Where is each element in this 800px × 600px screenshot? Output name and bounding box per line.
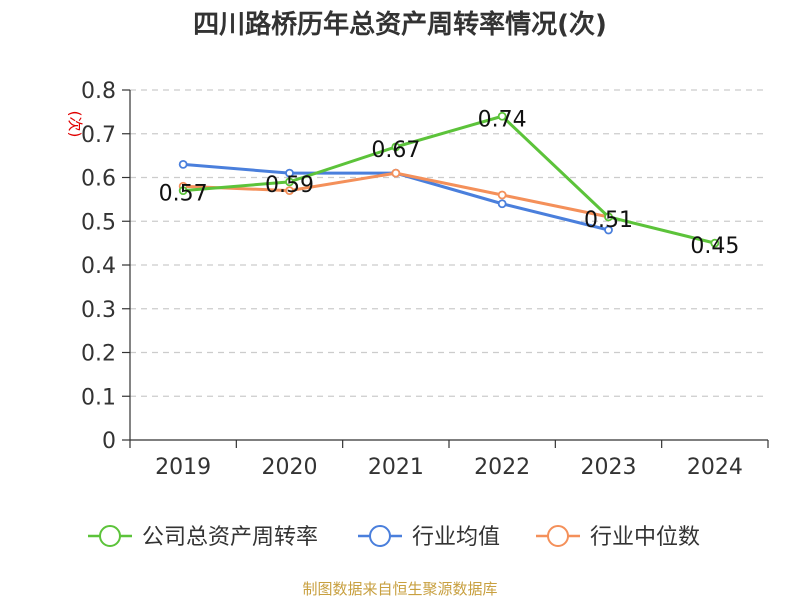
series-line-2 — [183, 171, 609, 219]
data-point — [391, 142, 401, 152]
data-point — [710, 238, 720, 248]
data-point — [178, 186, 188, 196]
data-labels: 0.57 0.59 0.67 0.74 0.51 0.45 — [159, 107, 740, 259]
x-tick-label: 2020 — [262, 455, 318, 480]
x-tick-label: 2019 — [155, 455, 211, 480]
data-point — [285, 177, 294, 187]
data-label: 0.74 — [478, 107, 527, 132]
y-tick-label: 0.5 — [81, 210, 116, 235]
data-point — [285, 186, 294, 196]
y-tick-label: 0 — [102, 429, 116, 454]
data-point — [497, 111, 507, 121]
x-tick-label: 2023 — [581, 455, 637, 480]
y-tick-label: 0.3 — [81, 298, 116, 323]
y-tick-label: 0.1 — [81, 385, 116, 410]
data-point — [285, 168, 294, 178]
data-point — [391, 168, 401, 178]
legend-marker — [547, 525, 569, 547]
data-point — [604, 212, 613, 222]
legend-label: 行业中位数 — [590, 525, 700, 550]
y-tick-label: 0.2 — [81, 342, 116, 367]
y-tick-label: 0.4 — [81, 254, 116, 279]
data-label: 0.51 — [584, 208, 633, 233]
data-point — [497, 190, 507, 200]
data-point — [497, 199, 507, 209]
x-tick-label: 2022 — [474, 455, 530, 480]
series-line-0 — [183, 114, 716, 245]
data-point — [604, 225, 613, 235]
data-point — [178, 159, 188, 169]
data-label: 0.57 — [159, 182, 208, 207]
y-tick-label: 0.7 — [81, 123, 116, 148]
data-label: 0.59 — [265, 173, 314, 198]
x-tick-label: 2021 — [368, 455, 424, 480]
data-label: 0.45 — [690, 234, 739, 259]
axes — [122, 89, 769, 448]
data-label: 0.67 — [371, 138, 420, 163]
chart-title: 四川路桥历年总资产周转率情况(次) — [193, 9, 607, 40]
y-tick-labels: 0 0.1 0.2 0.3 0.4 0.5 0.6 0.7 0.8 — [81, 79, 116, 454]
source-note: 制图数据来自恒生聚源数据库 — [302, 580, 497, 598]
y-tick-label: 0.8 — [81, 79, 116, 104]
legend: 公司总资产周转率 行业均值 行业中位数 — [88, 525, 700, 550]
y-tick-label: 0.6 — [81, 167, 116, 192]
series-group — [178, 111, 720, 248]
y-axis-label: (次) — [66, 111, 84, 138]
grid-lines — [130, 89, 768, 397]
x-tick-label: 2024 — [687, 455, 743, 480]
legend-marker — [369, 525, 391, 547]
legend-label: 行业均值 — [412, 525, 500, 550]
x-tick-labels: 2019 2020 2021 2022 2023 2024 — [155, 455, 743, 480]
legend-marker — [99, 525, 121, 547]
legend-label: 公司总资产周转率 — [142, 525, 318, 550]
